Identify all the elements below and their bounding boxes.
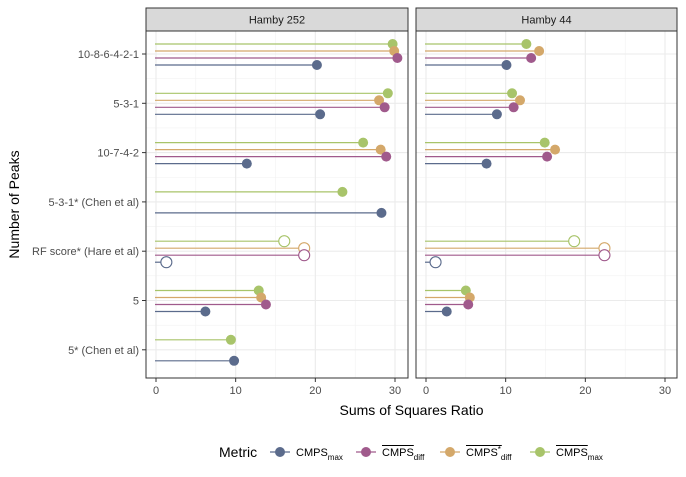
lollipop-point-cmps_max bbox=[481, 158, 492, 169]
lollipop-point-cmps_max_bar bbox=[358, 137, 369, 148]
lollipop-point-cmps_max_bar bbox=[521, 39, 532, 49]
x-tick-label: 10 bbox=[500, 385, 512, 397]
x-tick-label: 20 bbox=[579, 385, 591, 397]
y-tick-label: 5-3-1* (Chen et al) bbox=[49, 197, 140, 209]
panel-title: Hamby 44 bbox=[521, 15, 571, 27]
lollipop-point-cmps_star_diff_bar bbox=[534, 46, 545, 56]
panel-border bbox=[415, 30, 678, 379]
y-tick-label: 10-8-6-4-2-1 bbox=[78, 49, 139, 61]
lollipop-point-cmps_max bbox=[160, 256, 173, 269]
panel-border bbox=[145, 30, 409, 379]
y-tick-label: 5* (Chen et al) bbox=[68, 345, 139, 357]
lollipop-point-cmps_diff_bar bbox=[526, 53, 537, 63]
lollipop-point-cmps_diff_bar bbox=[379, 102, 390, 113]
lollipop-point-cmps_max_bar bbox=[382, 88, 393, 99]
legend: Metric CMPSmax CMPSdiff CMPS*diff CMPSmax bbox=[219, 444, 603, 462]
y-axis: 10-8-6-4-2-1 5-3-1 10-7-4-2 5-3-1* (Chen et… bbox=[32, 49, 146, 357]
lollipop-point-cmps_max_bar bbox=[507, 88, 518, 99]
lollipop-point-cmps_max bbox=[200, 306, 211, 317]
lollipop-point-cmps_star_diff_bar bbox=[374, 95, 385, 106]
lollipop-point-cmps_max bbox=[229, 355, 240, 366]
x-tick-label: 30 bbox=[389, 385, 401, 397]
legend-key-point bbox=[361, 447, 371, 457]
panel-1: Hamby 44 0 10 20 30 bbox=[415, 7, 678, 397]
panel-background bbox=[416, 31, 677, 378]
y-tick-label: 10-7-4-2 bbox=[97, 148, 139, 160]
legend-label: CMPSmax bbox=[296, 447, 343, 462]
legend-item-cmps_diff_bar: CMPSdiff bbox=[356, 445, 425, 462]
lollipop-point-cmps_max bbox=[441, 306, 452, 317]
lollipop-point-cmps_max_bar bbox=[337, 186, 348, 197]
lollipop-point-cmps_max bbox=[429, 256, 442, 269]
lollipop-point-cmps_diff_bar bbox=[392, 53, 403, 63]
x-tick-label: 20 bbox=[309, 385, 321, 397]
legend-title: Metric bbox=[219, 444, 257, 460]
legend-item-cmps_star_diff_bar: CMPS*diff bbox=[440, 445, 512, 462]
x-tick-label: 10 bbox=[230, 385, 242, 397]
lollipop-point-cmps_star_diff_bar bbox=[515, 95, 526, 106]
legend-key-point bbox=[275, 447, 285, 457]
panel-title: Hamby 252 bbox=[249, 15, 305, 27]
legend-label: CMPSdiff bbox=[382, 447, 425, 462]
legend-key-point bbox=[535, 447, 545, 457]
x-tick-label: 0 bbox=[423, 385, 429, 397]
legend-item-cmps_max_bar: CMPSmax bbox=[530, 445, 603, 462]
lollipop-point-cmps_diff_bar bbox=[542, 151, 553, 162]
lollipop-point-cmps_max_bar bbox=[539, 137, 550, 148]
x-tick-label: 0 bbox=[153, 385, 159, 397]
lollipop-point-cmps_diff_bar bbox=[298, 249, 311, 262]
lollipop-point-cmps_max bbox=[241, 158, 252, 169]
y-tick-label: 5-3-1 bbox=[113, 98, 139, 110]
lollipop-point-cmps_star_diff_bar bbox=[375, 144, 386, 155]
lollipop-point-cmps_diff_bar bbox=[598, 249, 611, 262]
lollipop-point-cmps_diff_bar bbox=[381, 151, 392, 162]
lollipop-point-cmps_diff_bar bbox=[463, 299, 474, 310]
x-axis-title: Sums of Squares Ratio bbox=[340, 402, 484, 418]
lollipop-point-cmps_max_bar bbox=[278, 235, 291, 248]
x-tick-label: 30 bbox=[659, 385, 671, 397]
lollipop-point-cmps_max bbox=[315, 109, 326, 120]
y-tick-label: RF score* (Hare et al) bbox=[32, 246, 139, 258]
y-tick-label: 5 bbox=[133, 296, 139, 308]
lollipop-point-cmps_max bbox=[376, 207, 387, 218]
y-axis-title: Number of Peaks bbox=[6, 150, 22, 258]
legend-key-point bbox=[445, 447, 455, 457]
panel-0: Hamby 252 0 10 20 30 bbox=[145, 7, 409, 397]
lollipop-point-cmps_diff_bar bbox=[508, 102, 519, 113]
legend-label: CMPS*diff bbox=[466, 445, 512, 462]
lollipop-point-cmps_diff_bar bbox=[260, 299, 271, 310]
lollipop-point-cmps_star_diff_bar bbox=[550, 144, 561, 155]
lollipop-point-cmps_max bbox=[491, 109, 502, 120]
lollipop-point-cmps_max_bar bbox=[568, 235, 581, 248]
legend-label: CMPSmax bbox=[556, 447, 603, 462]
legend-item-cmps_max: CMPSmax bbox=[270, 447, 343, 462]
panel-background bbox=[146, 31, 408, 378]
lollipop-point-cmps_max bbox=[311, 60, 322, 70]
lollipop-point-cmps_max_bar bbox=[225, 334, 236, 345]
panels: Hamby 252 0 10 20 30 Hamby 44 0 10 20 30 bbox=[145, 7, 678, 397]
lollipop-point-cmps_star_diff_bar bbox=[256, 292, 267, 303]
lollipop-point-cmps_max bbox=[501, 60, 512, 70]
